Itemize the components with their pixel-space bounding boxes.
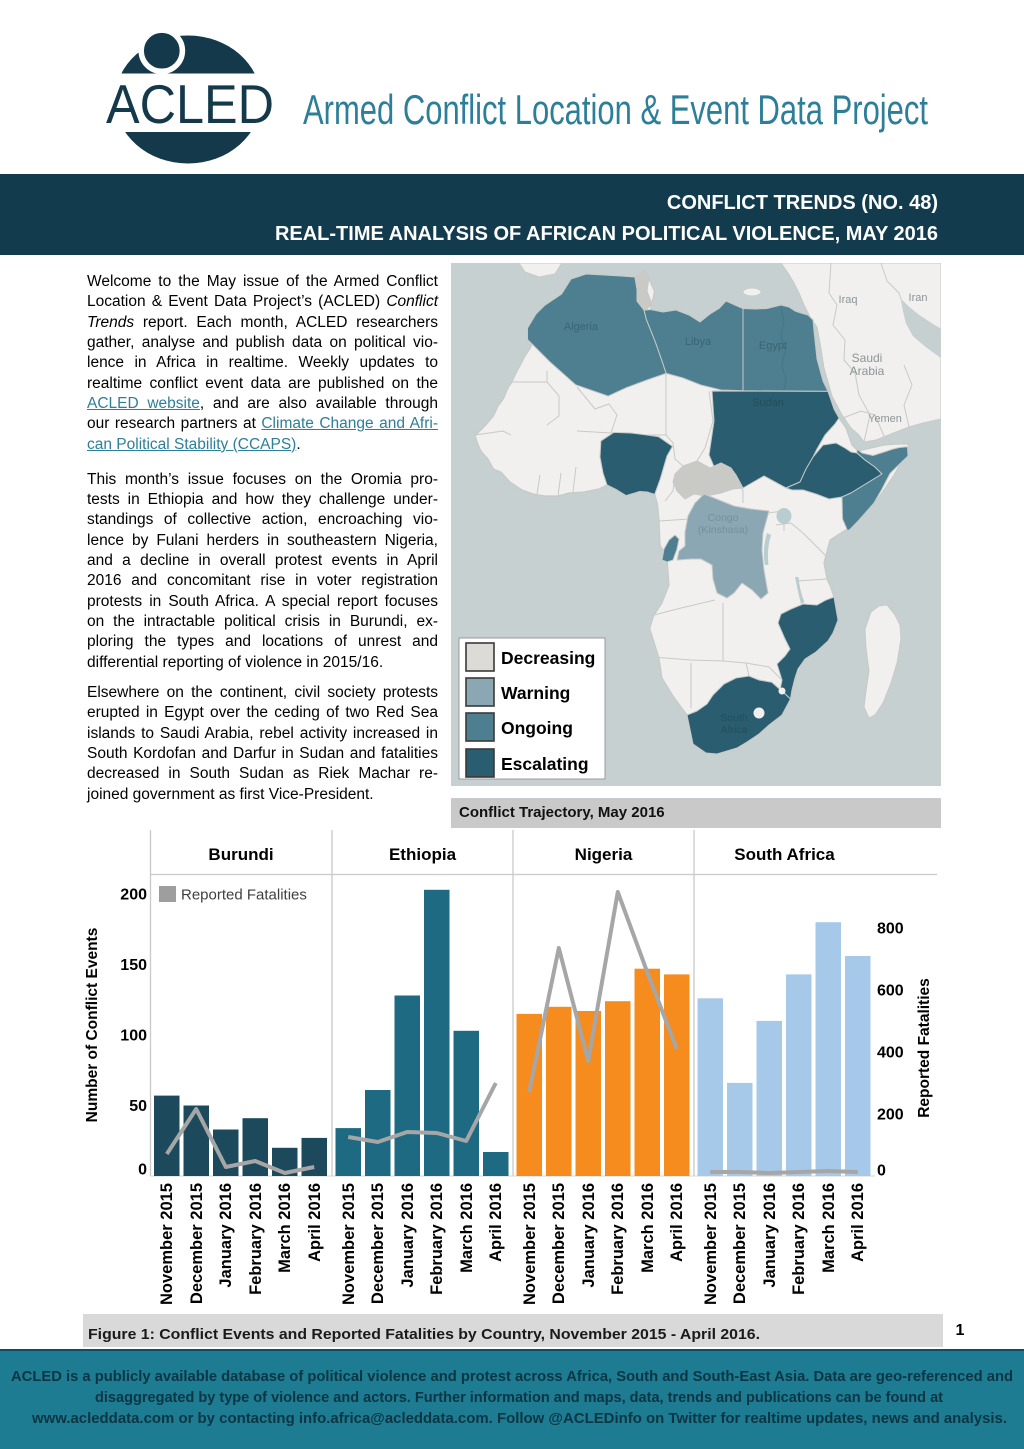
- svg-text:February 2016: February 2016: [609, 1183, 627, 1295]
- svg-text:Reported Fatalities: Reported Fatalities: [181, 887, 307, 904]
- svg-text:Warning: Warning: [501, 683, 570, 703]
- svg-text:November 2015: November 2015: [702, 1183, 720, 1305]
- svg-text:ACLED: ACLED: [106, 73, 274, 135]
- svg-text:Number of Conflict Events: Number of Conflict Events: [85, 928, 101, 1123]
- svg-text:150: 150: [120, 957, 147, 974]
- svg-text:Ongoing: Ongoing: [501, 718, 573, 738]
- svg-text:December 2015: December 2015: [731, 1183, 749, 1304]
- svg-text:Reported Fatalities: Reported Fatalities: [916, 978, 933, 1118]
- svg-text:Yemen: Yemen: [868, 413, 902, 425]
- svg-text:www.acleddata.com or by contac: www.acleddata.com or by contacting info.…: [31, 1410, 1007, 1427]
- svg-text:March 2016: March 2016: [276, 1183, 294, 1273]
- svg-text:February 2016: February 2016: [247, 1183, 265, 1295]
- svg-text:ACLED is a publicly available: ACLED is a publicly available database o…: [11, 1368, 1013, 1385]
- svg-text:Nigeria: Nigeria: [575, 845, 633, 864]
- svg-text:December 2015: December 2015: [188, 1183, 206, 1304]
- svg-text:Congo: Congo: [708, 512, 739, 524]
- svg-text:0: 0: [877, 1163, 886, 1180]
- svg-text:Arabia: Arabia: [850, 364, 885, 378]
- svg-text:Algeria: Algeria: [564, 321, 599, 333]
- svg-text:(Kinshasa): (Kinshasa): [698, 524, 748, 536]
- svg-text:Iraq: Iraq: [839, 294, 858, 306]
- svg-text:Escalating: Escalating: [501, 754, 589, 774]
- svg-text:April 2016: April 2016: [306, 1183, 324, 1262]
- svg-text:January 2016: January 2016: [761, 1183, 779, 1288]
- svg-text:800: 800: [877, 921, 904, 938]
- svg-text:South Africa: South Africa: [734, 845, 835, 864]
- svg-text:December 2015: December 2015: [369, 1183, 387, 1304]
- svg-text:50: 50: [129, 1098, 147, 1115]
- svg-text:Armed Conflict Location & Even: Armed Conflict Location & Event Data Pro…: [303, 86, 928, 133]
- svg-text:100: 100: [120, 1028, 147, 1045]
- svg-text:Burundi: Burundi: [208, 845, 273, 864]
- svg-text:200: 200: [120, 887, 147, 904]
- svg-text:Iran: Iran: [909, 292, 928, 304]
- svg-text:February 2016: February 2016: [428, 1183, 446, 1295]
- svg-text:South: South: [720, 712, 748, 724]
- svg-text:400: 400: [877, 1045, 904, 1062]
- svg-text:Libya: Libya: [685, 336, 712, 348]
- svg-text:600: 600: [877, 983, 904, 1000]
- svg-text:March 2016: March 2016: [820, 1183, 838, 1273]
- svg-text:Sudan: Sudan: [752, 397, 784, 409]
- svg-text:January 2016: January 2016: [217, 1183, 235, 1288]
- svg-text:March 2016: March 2016: [639, 1183, 657, 1273]
- svg-text:Ethiopia: Ethiopia: [389, 845, 457, 864]
- svg-text:April 2016: April 2016: [668, 1183, 686, 1262]
- svg-text:200: 200: [877, 1107, 904, 1124]
- svg-text:November 2015: November 2015: [521, 1183, 539, 1305]
- svg-text:Africa: Africa: [721, 724, 748, 736]
- svg-text:December 2015: December 2015: [550, 1183, 568, 1304]
- svg-text:April 2016: April 2016: [487, 1183, 505, 1262]
- svg-text:0: 0: [138, 1162, 147, 1179]
- svg-text:Figure 1: Conflict Events and: Figure 1: Conflict Events and Reported F…: [88, 1326, 760, 1343]
- svg-text:April 2016: April 2016: [849, 1183, 867, 1262]
- svg-text:November 2015: November 2015: [158, 1183, 176, 1305]
- svg-text:March 2016: March 2016: [458, 1183, 476, 1273]
- svg-text:Egypt: Egypt: [759, 340, 787, 352]
- svg-text:disaggregated by type of viole: disaggregated by type of violence and ac…: [95, 1389, 943, 1406]
- svg-text:Decreasing: Decreasing: [501, 648, 595, 668]
- svg-text:November 2015: November 2015: [340, 1183, 358, 1305]
- svg-text:Saudi: Saudi: [852, 351, 883, 365]
- svg-text:January 2016: January 2016: [399, 1183, 417, 1288]
- svg-text:February 2016: February 2016: [790, 1183, 808, 1295]
- svg-text:January 2016: January 2016: [580, 1183, 598, 1288]
